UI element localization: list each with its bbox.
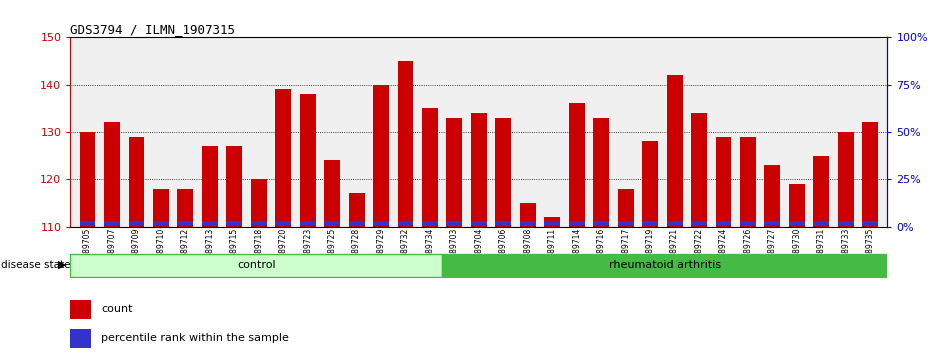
Bar xyxy=(251,221,267,225)
Bar xyxy=(397,221,413,225)
Bar xyxy=(642,141,658,227)
Bar xyxy=(545,221,561,225)
Bar xyxy=(691,113,707,227)
Bar xyxy=(667,75,683,227)
Bar xyxy=(642,221,658,225)
Bar xyxy=(202,221,218,225)
Bar xyxy=(226,146,242,227)
Bar xyxy=(813,155,829,227)
Bar xyxy=(593,118,609,227)
Bar xyxy=(104,122,120,227)
Bar xyxy=(789,221,805,225)
Bar xyxy=(348,193,364,227)
Bar xyxy=(446,118,462,227)
Bar xyxy=(764,165,780,227)
Bar xyxy=(373,221,389,225)
Bar xyxy=(442,254,887,277)
Bar xyxy=(862,122,878,227)
Bar xyxy=(446,221,462,225)
Bar xyxy=(324,160,340,227)
Bar xyxy=(740,221,756,225)
Text: count: count xyxy=(101,304,133,314)
Text: disease state: disease state xyxy=(1,260,70,270)
Bar xyxy=(618,189,634,227)
Bar xyxy=(471,221,486,225)
Bar xyxy=(129,137,145,227)
Bar xyxy=(226,221,242,225)
Bar xyxy=(153,189,169,227)
Bar xyxy=(300,94,316,227)
Bar xyxy=(80,221,96,225)
Bar xyxy=(373,85,389,227)
Bar xyxy=(545,217,561,227)
Text: ▶: ▶ xyxy=(58,260,67,270)
Bar xyxy=(153,221,169,225)
Bar xyxy=(520,221,536,225)
Bar xyxy=(764,221,780,225)
Bar xyxy=(569,221,585,225)
Bar xyxy=(593,221,609,225)
Bar xyxy=(496,118,512,227)
Bar xyxy=(324,221,340,225)
Bar xyxy=(80,132,96,227)
Bar xyxy=(716,137,731,227)
Bar xyxy=(348,221,364,225)
Bar xyxy=(618,221,634,225)
Bar xyxy=(275,221,291,225)
Bar xyxy=(813,221,829,225)
Bar xyxy=(422,108,438,227)
Bar xyxy=(716,221,731,225)
Bar xyxy=(104,221,120,225)
Bar xyxy=(520,203,536,227)
Bar xyxy=(70,300,91,319)
Bar xyxy=(422,221,438,225)
Bar xyxy=(70,329,91,348)
Bar xyxy=(862,221,878,225)
Bar xyxy=(129,221,145,225)
Bar xyxy=(177,221,193,225)
Bar xyxy=(667,221,683,225)
Bar xyxy=(789,184,805,227)
Bar xyxy=(177,189,193,227)
Bar xyxy=(496,221,512,225)
Bar xyxy=(202,146,218,227)
Bar xyxy=(838,221,854,225)
Bar xyxy=(397,61,413,227)
Bar xyxy=(275,89,291,227)
Bar xyxy=(70,254,442,277)
Text: control: control xyxy=(237,260,276,270)
Text: percentile rank within the sample: percentile rank within the sample xyxy=(101,333,289,343)
Bar xyxy=(300,221,316,225)
Text: GDS3794 / ILMN_1907315: GDS3794 / ILMN_1907315 xyxy=(70,23,236,36)
Bar xyxy=(838,132,854,227)
Bar xyxy=(251,179,267,227)
Text: rheumatoid arthritis: rheumatoid arthritis xyxy=(608,260,721,270)
Bar xyxy=(740,137,756,227)
Bar xyxy=(471,113,486,227)
Bar xyxy=(691,221,707,225)
Bar xyxy=(569,103,585,227)
